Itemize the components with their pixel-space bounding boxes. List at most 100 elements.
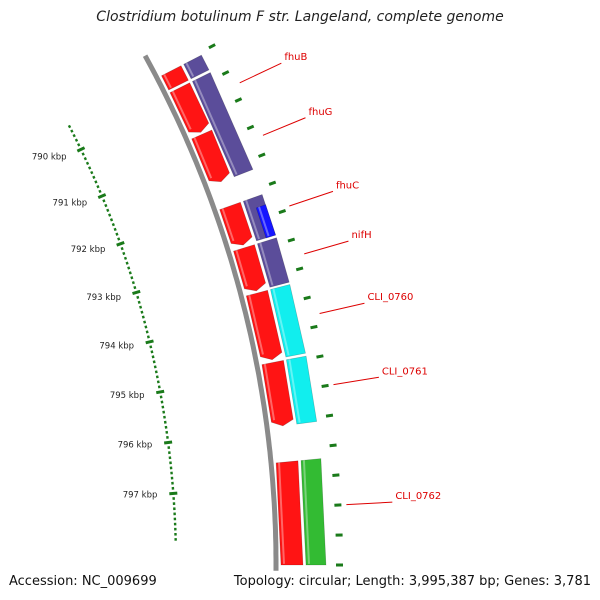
- major-tick: [76, 146, 86, 153]
- cds-arrow-reverse[interactable]: [261, 360, 294, 427]
- gene-label[interactable]: CLI_0762: [395, 491, 441, 502]
- gene-label[interactable]: nifH: [351, 230, 371, 241]
- minor-tick: [88, 166, 92, 170]
- cds-arrow-reverse[interactable]: [191, 129, 230, 183]
- feature-highlight: [272, 288, 290, 356]
- feature-block-purple[interactable]: [183, 54, 210, 80]
- outer-tick: [329, 443, 337, 448]
- minor-tick: [139, 305, 143, 309]
- minor-tick: [98, 189, 102, 194]
- feature-highlight: [288, 359, 301, 423]
- feature-block-blue[interactable]: [255, 204, 276, 239]
- minor-tick: [85, 161, 90, 165]
- minor-tick: [152, 360, 156, 364]
- cds-arrow-reverse[interactable]: [245, 289, 283, 361]
- tick-label: 792 kbp: [71, 245, 106, 255]
- outer-tick: [303, 295, 311, 301]
- outer-tick: [316, 354, 324, 359]
- gene-label[interactable]: CLI_0761: [382, 366, 428, 377]
- major-tick: [116, 241, 125, 247]
- minor-tick: [92, 175, 96, 179]
- label-leader-line: [262, 117, 306, 136]
- minor-tick: [140, 310, 144, 314]
- minor-tick: [81, 152, 85, 156]
- cds-arrow-reverse[interactable]: [169, 82, 210, 133]
- feature-highlight: [259, 242, 274, 286]
- feature-highlight: [185, 62, 195, 77]
- accession-text: Accession: NC_009699: [9, 574, 157, 589]
- genome-summary-text: Topology: circular; Length: 3,995,387 bp…: [233, 574, 591, 589]
- minor-tick: [94, 180, 98, 184]
- feature-highlight: [248, 294, 264, 355]
- minor-tick: [90, 170, 94, 175]
- major-tick: [132, 289, 141, 296]
- feature-block-cyan[interactable]: [270, 284, 306, 358]
- outer-tick: [310, 324, 318, 330]
- outer-tick: [325, 413, 334, 418]
- feature-highlight: [245, 199, 260, 240]
- genome-backbone: [142, 54, 279, 571]
- gene-label[interactable]: fhuC: [336, 180, 359, 191]
- minor-tick: [113, 227, 117, 232]
- minor-tick: [106, 208, 110, 212]
- tick-label: 794 kbp: [99, 342, 134, 352]
- minor-tick: [74, 138, 79, 142]
- minor-tick: [70, 129, 74, 133]
- gene-label[interactable]: fhuG: [308, 107, 332, 118]
- minor-tick: [117, 237, 121, 241]
- minor-tick: [102, 199, 106, 203]
- minor-tick: [96, 184, 100, 189]
- tick-label: 791 kbp: [53, 198, 88, 208]
- tick-label: 797 kbp: [123, 491, 158, 501]
- major-tick: [163, 440, 173, 445]
- minor-tick: [109, 218, 114, 222]
- feature-highlight: [263, 363, 276, 421]
- cds-arrow-reverse[interactable]: [233, 244, 266, 292]
- feature-block-purple[interactable]: [192, 72, 254, 178]
- minor-tick: [131, 281, 135, 285]
- outer-tick: [208, 43, 216, 50]
- minor-tick: [77, 143, 81, 147]
- minor-tick: [130, 276, 134, 280]
- outer-tick: [221, 70, 230, 76]
- feature-highlight: [171, 90, 192, 130]
- outer-tick: [268, 180, 277, 186]
- outer-tick: [321, 383, 329, 389]
- outer-tick: [295, 266, 304, 272]
- gene-label[interactable]: fhuB: [284, 52, 307, 63]
- feature-highlight: [258, 206, 270, 237]
- gene-labels: fhuB fhuG fhuC nifH CLI_0760 CLI_0761 CLI_0762: [239, 52, 441, 506]
- outer-tick: [287, 237, 296, 243]
- cds-arrow-reverse[interactable]: [219, 201, 253, 246]
- gene-label[interactable]: CLI_0760: [367, 292, 413, 303]
- feature-highlight: [278, 462, 285, 564]
- outer-tick: [257, 152, 266, 158]
- minor-tick: [146, 335, 150, 339]
- label-leader-line: [304, 240, 349, 255]
- major-tick: [169, 491, 178, 496]
- tick-label: 796 kbp: [118, 441, 153, 451]
- outer-tick: [332, 473, 340, 477]
- feature-tracks: [161, 54, 327, 566]
- outer-tick: [278, 209, 287, 215]
- feature-block-purple[interactable]: [257, 237, 290, 288]
- label-leader-line: [319, 302, 365, 314]
- minor-tick: [127, 266, 131, 270]
- minor-tick: [111, 222, 115, 227]
- label-leader-line: [333, 376, 379, 386]
- minor-tick: [141, 315, 145, 319]
- minor-tick: [150, 350, 154, 354]
- feature-highlight: [163, 74, 172, 89]
- cds-arrow-reverse[interactable]: [275, 460, 304, 566]
- label-leader-line: [239, 62, 282, 84]
- feature-block-green[interactable]: [300, 458, 327, 566]
- cds-arrow-reverse[interactable]: [161, 65, 189, 91]
- major-tick: [97, 193, 107, 200]
- feature-block-cyan[interactable]: [286, 355, 318, 425]
- minor-tick: [137, 300, 141, 304]
- outer-tick: [234, 97, 243, 103]
- tick-label: 795 kbp: [110, 391, 145, 401]
- feature-highlight: [302, 460, 310, 564]
